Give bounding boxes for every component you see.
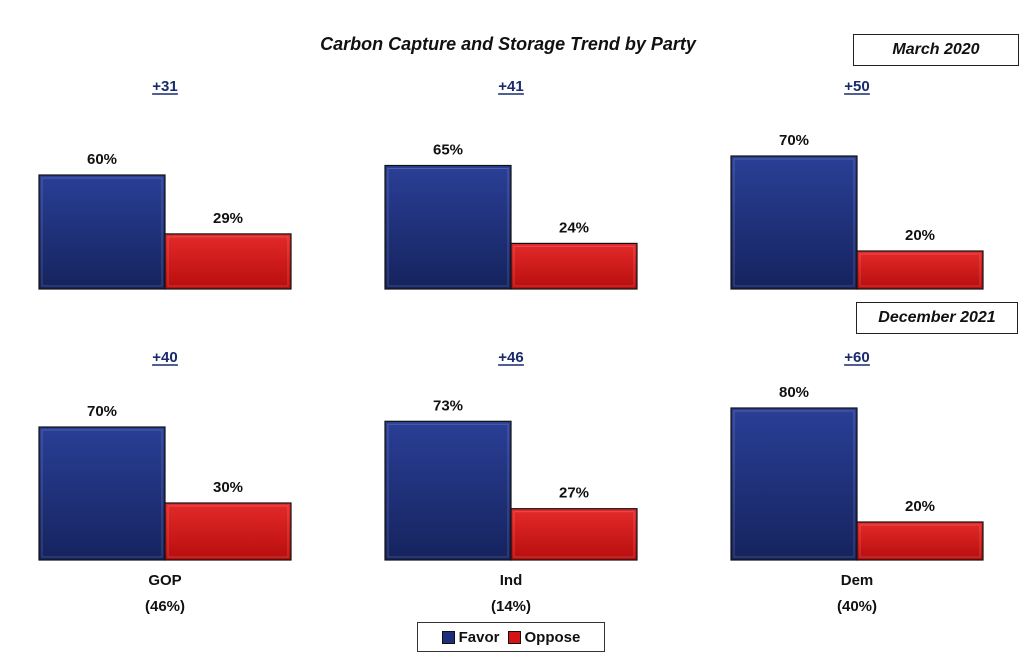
margin-label: +50 [844, 78, 869, 95]
bar-bevel-favor [387, 423, 509, 558]
bar-favor [384, 164, 512, 290]
bar-bevel-oppose [167, 505, 289, 558]
data-label-favor: 73% [433, 397, 463, 414]
bar-oppose [164, 233, 292, 290]
legend-swatch-favor [441, 630, 455, 644]
period-label-march-2020: March 2020 [853, 34, 1019, 66]
bar-oppose [856, 250, 984, 290]
bar-bevel-oppose [513, 511, 635, 558]
bar-oppose [164, 502, 292, 561]
data-label-oppose: 24% [559, 219, 589, 236]
bar-favor [730, 155, 858, 290]
bar-favor [38, 426, 166, 561]
bar-bevel-oppose [859, 253, 981, 287]
bar-bevel-favor [41, 177, 163, 287]
legend-item-oppose: Oppose [507, 628, 581, 646]
category-share-label: (40%) [837, 598, 877, 615]
data-label-oppose: 20% [905, 227, 935, 244]
data-label-favor: 60% [87, 151, 117, 168]
bar-bevel-favor [41, 429, 163, 558]
bar-favor [384, 420, 512, 561]
data-label-favor: 80% [779, 384, 809, 401]
legend-label-favor: Favor [458, 628, 500, 646]
margin-label: +60 [844, 349, 869, 366]
data-label-oppose: 29% [213, 210, 243, 227]
margin-label: +46 [498, 349, 523, 366]
data-label-favor: 65% [433, 142, 463, 159]
chart-title: Carbon Capture and Storage Trend by Part… [320, 34, 696, 54]
bar-favor [730, 407, 858, 561]
bar-favor [38, 174, 166, 290]
margin-label: +31 [152, 78, 177, 95]
margin-label: +40 [152, 349, 177, 366]
bar-bevel-oppose [859, 524, 981, 558]
bar-bevel-favor [387, 168, 509, 287]
bar-oppose [510, 242, 638, 290]
bar-bevel-oppose [167, 236, 289, 287]
period-label-december-2021: December 2021 [856, 302, 1018, 334]
legend-swatch-oppose [507, 630, 521, 644]
data-label-favor: 70% [87, 403, 117, 420]
bar-oppose [510, 508, 638, 561]
category-share-label: (14%) [491, 598, 531, 615]
bar-bevel-favor [733, 410, 855, 558]
category-label: GOP [148, 572, 181, 589]
category-label: Dem [841, 572, 874, 589]
data-label-oppose: 27% [559, 485, 589, 502]
legend-label-oppose: Oppose [524, 628, 581, 646]
bar-bevel-oppose [513, 245, 635, 287]
category-label: Ind [500, 572, 523, 589]
legend-item-favor: Favor [441, 628, 500, 646]
category-share-label: (46%) [145, 598, 185, 615]
bar-bevel-favor [733, 158, 855, 287]
data-label-oppose: 30% [213, 479, 243, 496]
data-label-oppose: 20% [905, 498, 935, 515]
data-label-favor: 70% [779, 132, 809, 149]
bar-oppose [856, 521, 984, 561]
margin-label: +41 [498, 78, 523, 95]
legend: Favor Oppose [417, 622, 605, 652]
